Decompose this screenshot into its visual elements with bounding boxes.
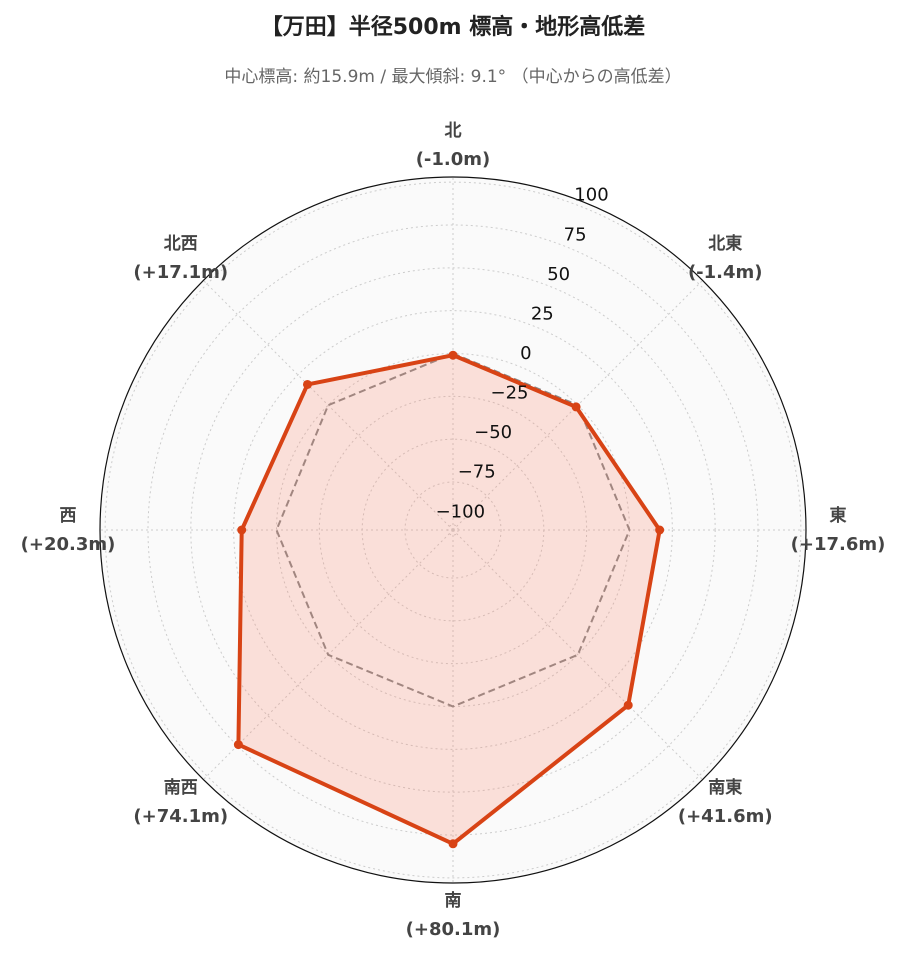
category-label: 南西 <box>164 777 198 798</box>
baseline <box>275 352 631 708</box>
plot-border <box>99 176 807 884</box>
data-point <box>237 525 247 535</box>
data-point <box>571 402 581 412</box>
chart-subtitle: 中心標高: 約15.9m / 最大傾斜: 9.1° （中心からの高低差） <box>224 67 681 87</box>
r-tick-label: −75 <box>458 462 496 483</box>
data-point <box>448 839 458 849</box>
grid-circle <box>318 395 588 665</box>
grid-circle <box>404 481 502 579</box>
category-label: 西 <box>60 506 77 526</box>
grid-spoke <box>203 280 454 531</box>
value-label: (+80.1m) <box>406 919 501 940</box>
value-label: (+41.6m) <box>678 806 773 827</box>
r-tick-label: 100 <box>574 185 608 206</box>
value-label: (-1.0m) <box>416 149 491 170</box>
category-label: 南東 <box>708 777 742 798</box>
value-label: (+74.1m) <box>133 806 228 827</box>
grid-circle <box>190 267 716 793</box>
r-tick-label: 75 <box>564 224 587 245</box>
category-label: 東 <box>830 505 847 526</box>
data-point <box>233 740 243 750</box>
r-tick-label: 50 <box>547 264 570 285</box>
value-label: (+17.6m) <box>791 534 886 555</box>
value-label: (+17.1m) <box>133 262 228 283</box>
chart-title: 【万田】半径500m 標高・地形高低差 <box>261 14 646 40</box>
value-label: (+20.3m) <box>21 534 116 555</box>
data-point <box>655 525 665 535</box>
r-tick-label: −50 <box>474 422 512 443</box>
r-tick-label: −100 <box>436 501 485 522</box>
data-point <box>302 379 312 389</box>
value-label: (-1.4m) <box>688 262 763 283</box>
r-tick-label: 0 <box>520 343 531 364</box>
r-tick-label: 25 <box>531 303 554 324</box>
grid-circle <box>104 181 802 879</box>
grid-circle <box>233 310 673 750</box>
category-label: 北東 <box>708 233 742 254</box>
category-label: 南 <box>445 890 462 911</box>
r-tick-label: −25 <box>491 383 529 404</box>
category-label: 北 <box>445 121 462 141</box>
grid-spoke <box>452 529 703 780</box>
data-point <box>623 700 633 710</box>
data-point <box>448 350 458 360</box>
category-label: 北西 <box>164 234 198 254</box>
